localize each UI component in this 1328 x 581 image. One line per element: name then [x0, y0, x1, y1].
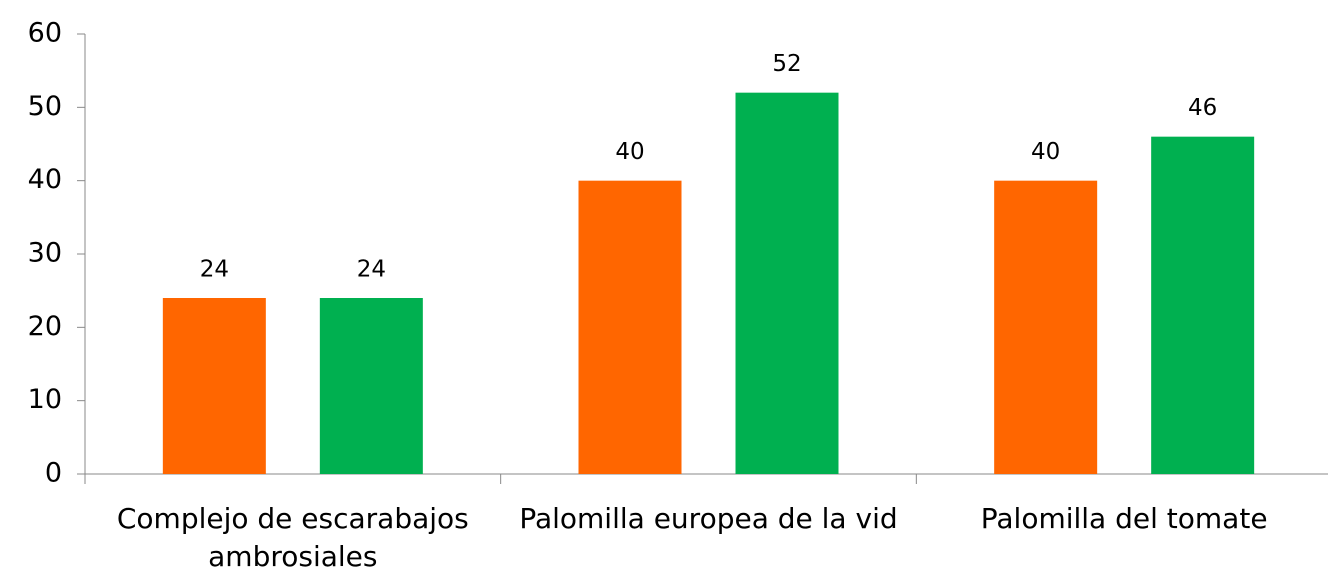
y-tick-label: 20 — [28, 311, 62, 342]
bar — [162, 298, 266, 474]
bar — [578, 180, 682, 474]
y-tick-label: 40 — [28, 164, 62, 195]
bar — [735, 92, 839, 475]
y-tick-label: 50 — [28, 91, 62, 122]
y-tick-label: 60 — [28, 18, 62, 49]
data-label: 24 — [200, 257, 229, 283]
x-tick-label: Complejo de escarabajos ambrosiales — [116, 502, 469, 573]
data-label: 46 — [1188, 95, 1217, 121]
x-tick-label: Palomilla del tomate — [980, 502, 1268, 535]
bar — [1151, 136, 1255, 474]
x-tick-label: Palomilla europea de la vid — [519, 502, 898, 535]
y-tick-label: 0 — [45, 458, 62, 489]
data-label: 40 — [1031, 139, 1060, 165]
bar — [994, 180, 1098, 474]
bar — [319, 298, 423, 474]
data-label: 24 — [357, 257, 386, 283]
y-tick-label: 10 — [28, 384, 62, 415]
data-label: 40 — [615, 139, 644, 165]
data-label: 52 — [772, 51, 801, 77]
y-tick-label: 30 — [28, 238, 62, 269]
